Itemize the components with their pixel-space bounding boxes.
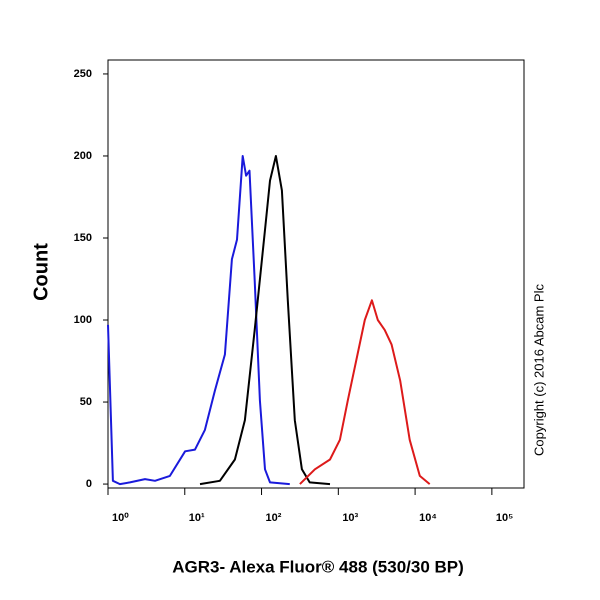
x-tick-label: 10⁰ xyxy=(112,512,129,524)
x-tick-label: 10² xyxy=(266,512,282,524)
y-tick-label: 150 xyxy=(74,232,92,244)
x-tick-label: 10¹ xyxy=(189,512,205,524)
histogram-line xyxy=(299,299,431,485)
y-tick-label: 200 xyxy=(74,150,92,162)
x-tick-label: 10⁴ xyxy=(419,512,437,524)
histogram-line xyxy=(107,155,290,486)
x-axis-label: AGR3- Alexa Fluor® 488 (530/30 BP) xyxy=(172,557,464,576)
y-tick-label: 50 xyxy=(80,396,92,408)
y-tick-label: 250 xyxy=(74,68,92,80)
y-axis-label: Count xyxy=(30,243,52,301)
copyright: Copyright (c) 2016 Abcam Plc xyxy=(531,284,546,456)
y-tick-label: 0 xyxy=(86,478,92,490)
x-tick-label: 10⁵ xyxy=(496,512,513,524)
plot-frame xyxy=(107,59,525,489)
histogram-line xyxy=(199,155,331,486)
x-tick-label: 10³ xyxy=(342,512,358,524)
y-tick-label: 100 xyxy=(74,314,92,326)
